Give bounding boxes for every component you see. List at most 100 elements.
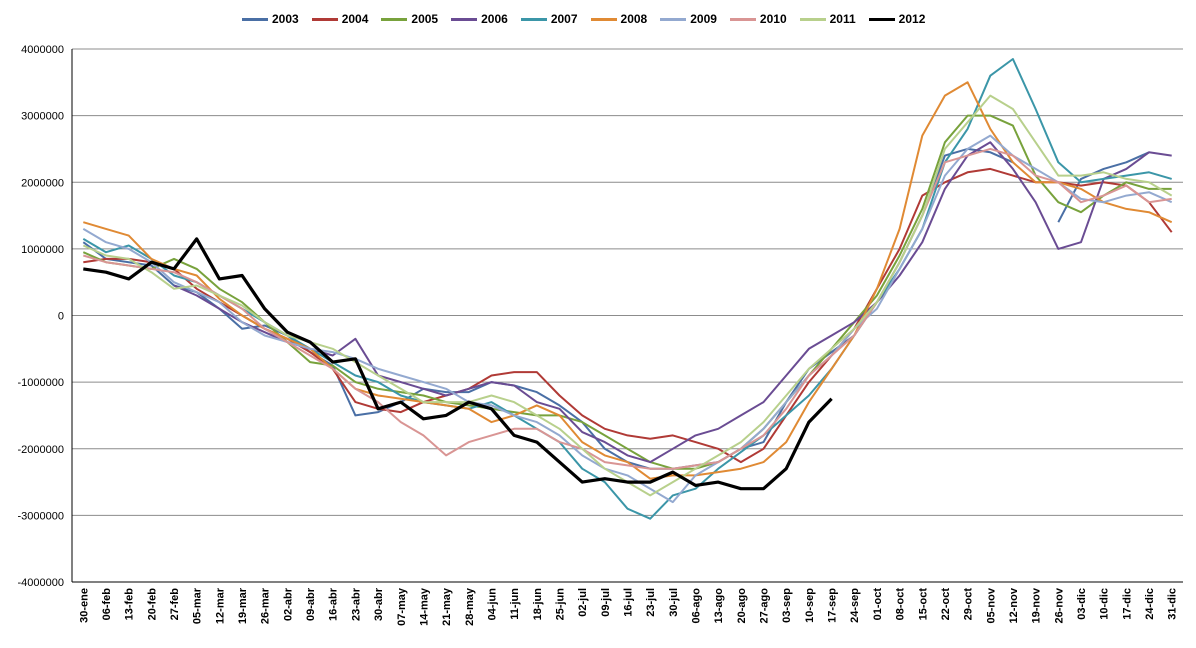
series-line-2009 [82, 134, 1173, 504]
x-tick-label: 03-dic [1076, 588, 1088, 620]
legend-item-2007: 2007 [520, 12, 578, 26]
x-tick-label: 30-jul [668, 588, 680, 617]
legend-label: 2010 [759, 12, 787, 26]
x-tick-label: 23-abr [350, 587, 362, 621]
x-tick-label: 09-jul [600, 588, 612, 617]
x-tick-label: 07-may [396, 587, 408, 626]
x-tick-label: 04-jun [486, 588, 498, 621]
x-tick-label: 28-may [464, 587, 476, 626]
legend-item-2012: 2012 [868, 12, 926, 26]
y-tick-label: -3000000 [18, 510, 65, 522]
legend-label: 2005 [411, 12, 439, 26]
x-tick-label: 20-ago [736, 588, 748, 624]
x-tick-label: 05-nov [985, 587, 997, 623]
x-tick-label: 19-mar [237, 587, 249, 624]
legend-swatch [590, 17, 617, 21]
x-tick-label: 22-oct [940, 588, 952, 621]
x-tick-label: 16-abr [328, 587, 340, 621]
gridlines [72, 48, 1183, 583]
y-tick-label: 1000000 [21, 244, 64, 256]
legend-swatch [381, 17, 408, 21]
legend-swatch [660, 17, 687, 21]
series-line-2012 [83, 237, 833, 491]
y-tick-label: -2000000 [18, 444, 65, 456]
x-tick-label: 03-sep [781, 588, 793, 623]
x-tick-label: 10-dic [1099, 588, 1111, 620]
x-tick-label: 02-abr [282, 587, 294, 621]
legend-label: 2011 [829, 12, 856, 26]
legend-item-2008: 2008 [590, 12, 648, 26]
x-tick-label: 17-sep [827, 588, 839, 623]
x-tick-label: 06-ago [691, 588, 703, 624]
x-tick-label: 09-abr [305, 587, 317, 621]
legend-label: 2004 [341, 12, 369, 26]
y-tick-label: 0 [58, 311, 64, 323]
y-tick-label: -1000000 [18, 377, 65, 389]
series-lines [82, 58, 1173, 520]
x-tick-label: 29-oct [963, 588, 975, 621]
axes [71, 49, 1183, 583]
x-tick-label: 06-feb [101, 588, 113, 621]
legend-swatch [799, 17, 826, 21]
x-tick-label: 01-oct [872, 588, 884, 621]
x-tick-label: 14-may [418, 587, 430, 626]
x-tick-label: 25-jun [554, 588, 566, 621]
x-tick-label: 23-jul [645, 588, 657, 617]
legend-swatch [729, 17, 756, 21]
x-tick-label: 15-oct [917, 588, 929, 621]
x-tick-label: 31-dic [1167, 588, 1179, 620]
legend-swatch [311, 17, 338, 21]
x-tick-label: 08-oct [895, 588, 907, 621]
x-tick-label: 30-ene [78, 588, 90, 623]
x-tick-label: 20-feb [146, 588, 158, 621]
legend-label: 2008 [620, 12, 648, 26]
legend-item-2006: 2006 [451, 12, 508, 26]
legend-item-2011: 2011 [799, 12, 856, 26]
y-tick-label: 3000000 [21, 111, 64, 123]
x-tick-label: 19-nov [1031, 587, 1043, 623]
x-tick-label: 11-jun [509, 588, 521, 620]
legend-item-2009: 2009 [660, 12, 717, 26]
legend-label: 2012 [898, 12, 926, 26]
legend-swatch [868, 17, 895, 21]
legend-swatch [520, 17, 547, 21]
legend-item-2010: 2010 [729, 12, 787, 26]
legend: 2003 2004 2005 2006 2007 2008 2009 2010 2011 2012 [242, 12, 938, 26]
x-tick-label: 30-abr [373, 587, 385, 621]
x-tick-label: 24-sep [849, 588, 861, 623]
x-tick-label: 16-jul [623, 588, 635, 617]
x-tick-label: 10-sep [804, 588, 816, 623]
x-tick-label: 17-dic [1121, 588, 1133, 620]
x-tick-label: 24-dic [1144, 588, 1156, 620]
x-tick-label: 12-mar [214, 587, 226, 624]
x-tick-label: 18-jun [532, 588, 544, 621]
x-tick-label: 02-jul [577, 588, 589, 617]
legend-swatch [242, 17, 268, 21]
legend-label: 2007 [550, 12, 578, 26]
x-tick-label: 05-mar [192, 587, 204, 624]
y-tick-label: 2000000 [21, 177, 64, 189]
x-tick-label: 21-may [441, 587, 453, 626]
x-axis-ticks: 30-ene 06-feb 13-feb 20-feb 27-feb 05-mar 12-m… [78, 587, 1178, 626]
x-tick-label: 26-nov [1053, 587, 1065, 623]
legend-label: 2006 [481, 12, 508, 26]
series-line-2006 [173, 141, 1172, 464]
series-line-2005 [82, 114, 1172, 470]
x-tick-label: 13-ago [713, 588, 725, 624]
legend-swatch [451, 17, 478, 21]
x-tick-label: 13-feb [124, 588, 136, 621]
series-line-2010 [83, 147, 1172, 470]
x-tick-label: 27-feb [169, 588, 181, 621]
legend-label: 2009 [690, 12, 717, 26]
legend-label: 2003 [272, 12, 299, 26]
y-axis-ticks: -4000000 -3000000 -2000000 -1000000 0 1000000… [18, 44, 65, 589]
x-tick-label: 26-mar [260, 587, 272, 624]
x-tick-label: 27-ago [759, 588, 771, 624]
x-tick-label: 12-nov [1008, 587, 1020, 623]
y-tick-label: 4000000 [21, 44, 64, 56]
legend-item-2004: 2004 [311, 12, 369, 26]
y-tick-label: -4000000 [18, 577, 65, 589]
legend-item-2003: 2003 [242, 12, 299, 26]
legend-item-2005: 2005 [381, 12, 438, 26]
